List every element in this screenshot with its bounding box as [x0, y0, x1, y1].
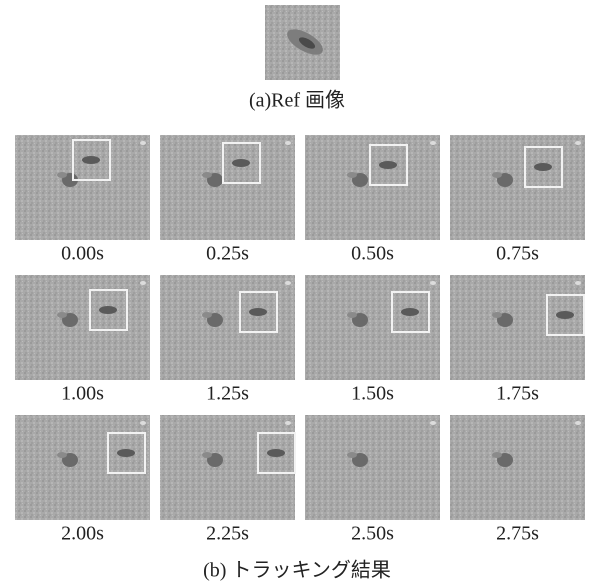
frame-label: 2.75s — [496, 523, 539, 545]
frame — [160, 415, 295, 520]
frame-label: 0.25s — [206, 243, 249, 265]
reference-image — [265, 5, 340, 80]
frame-label: 0.50s — [351, 243, 394, 265]
frame-label: 2.50s — [351, 523, 394, 545]
frame — [305, 135, 440, 240]
frame — [450, 415, 585, 520]
frame-label: 1.00s — [61, 383, 104, 405]
frame — [160, 135, 295, 240]
frame — [305, 415, 440, 520]
frame-label: 1.75s — [496, 383, 539, 405]
frame — [450, 135, 585, 240]
frame-grid: 0.00s 0.25s 0.50s 0.75s 1.00s 1.25s 1.50s 1.75s… — [15, 135, 585, 545]
frame-label: 0.00s — [61, 243, 104, 265]
frame — [160, 275, 295, 380]
frame-label: 2.00s — [61, 523, 104, 545]
frame — [15, 275, 150, 380]
frame-label: 0.75s — [496, 243, 539, 265]
frame — [305, 275, 440, 380]
reference-caption: (a)Ref 画像 — [249, 89, 345, 112]
figure: (a)Ref 画像 0.00s 0.25s 0.50s 0.75s 1.00s 1.25s… — [0, 0, 594, 586]
frame — [15, 135, 150, 240]
frame-label: 1.50s — [351, 383, 394, 405]
frame — [450, 275, 585, 380]
figure-caption: (b) トラッキング結果 — [203, 559, 391, 582]
frame-label: 1.25s — [206, 383, 249, 405]
frame — [15, 415, 150, 520]
frame-label: 2.25s — [206, 523, 249, 545]
